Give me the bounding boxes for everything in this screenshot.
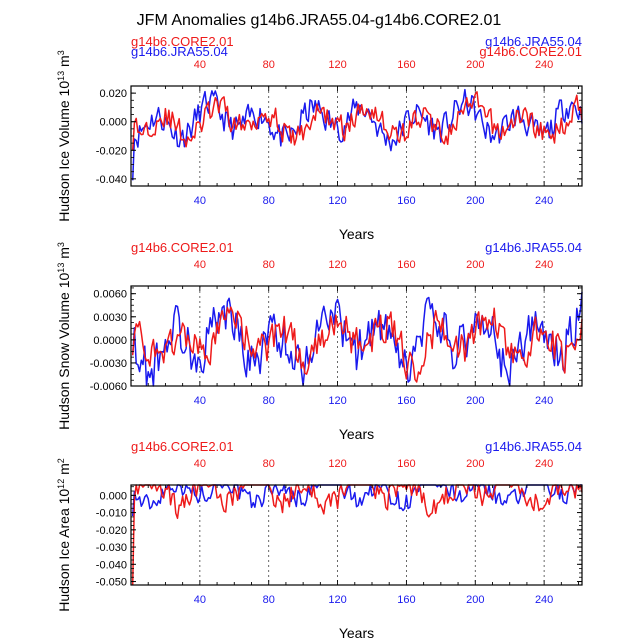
- x-tick-label-top: 120: [328, 458, 346, 470]
- x-tick-label-top: 240: [535, 458, 553, 470]
- y-tick-label: -0.040: [96, 174, 127, 186]
- x-tick-label-top: 80: [263, 259, 275, 271]
- legend-jra: g14b6.JRA55.04: [485, 240, 582, 255]
- y-axis-title-part: 3: [56, 242, 66, 247]
- y-tick-label: 0.0000: [93, 335, 127, 347]
- y-axis-title-part: 10: [56, 272, 72, 288]
- legend-jra: g14b6.JRA55.04: [485, 439, 582, 454]
- y-tick-label: 0.000: [99, 490, 127, 502]
- x-tick-label-bottom: 200: [466, 195, 484, 207]
- legend-core: g14b6.CORE2.01: [131, 439, 234, 454]
- x-tick-label-top: 160: [397, 458, 415, 470]
- legend-core: g14b6.CORE2.01: [131, 240, 234, 255]
- x-tick-label-bottom: 80: [263, 195, 275, 207]
- y-axis-title: Hudson Ice Area 1012 m2: [56, 458, 72, 612]
- x-tick-label-top: 240: [535, 259, 553, 271]
- y-axis-title-part: 12: [56, 479, 66, 489]
- plot-frame: [130, 85, 583, 187]
- y-tick-label: 0.020: [99, 88, 127, 100]
- x-tick-label-top: 80: [263, 458, 275, 470]
- y-axis-title-part: m: [56, 247, 72, 263]
- x-tick-label-top: 200: [466, 259, 484, 271]
- x-axis-title: Years: [339, 226, 374, 242]
- legend-core: g14b6.CORE2.01: [131, 34, 234, 49]
- x-tick-label-top: 40: [194, 259, 206, 271]
- x-tick-label-bottom: 40: [194, 195, 206, 207]
- x-tick-label-top: 120: [328, 59, 346, 71]
- x-tick-label-top: 240: [535, 59, 553, 71]
- series-line: [131, 291, 583, 387]
- plot-frame: [130, 285, 583, 387]
- y-axis-title-part: m: [56, 463, 72, 479]
- y-axis-title: Hudson Ice Volume 1013 m3: [56, 50, 72, 221]
- y-tick-label: -0.050: [96, 577, 127, 589]
- y-tick-label: -0.020: [96, 525, 127, 537]
- y-axis-title-part: 13: [56, 71, 66, 81]
- plot-frame: [130, 484, 583, 586]
- y-axis-title-part: Hudson Ice Volume: [56, 96, 72, 221]
- legend-jra: g14b6.JRA55.04: [485, 34, 582, 49]
- x-tick-label-top: 200: [466, 59, 484, 71]
- x-tick-label-bottom: 120: [328, 395, 346, 407]
- x-tick-label-bottom: 40: [194, 594, 206, 606]
- x-tick-label-bottom: 160: [397, 594, 415, 606]
- legend-core-overlap: g14b6.CORE2.01: [479, 44, 582, 59]
- x-tick-label-top: 160: [397, 59, 415, 71]
- x-tick-label-top: 40: [194, 458, 206, 470]
- y-tick-label: -0.0060: [90, 381, 127, 393]
- legend-jra-overlap: g14b6.JRA55.04: [131, 44, 228, 59]
- x-axis-title: Years: [339, 426, 374, 442]
- series-line: [131, 91, 583, 151]
- x-tick-label-top: 160: [397, 259, 415, 271]
- y-axis-title-part: Hudson Snow Volume: [56, 288, 72, 430]
- x-tick-label-bottom: 40: [194, 395, 206, 407]
- y-tick-label: 0.0030: [93, 312, 127, 324]
- x-tick-label-bottom: 160: [397, 195, 415, 207]
- y-axis-title-part: m: [56, 55, 72, 71]
- series-line: [131, 484, 582, 517]
- y-axis-title-part: 10: [56, 489, 72, 505]
- y-axis-title-part: 3: [56, 50, 66, 55]
- x-axis-title: Years: [339, 625, 374, 638]
- x-tick-label-top: 120: [328, 259, 346, 271]
- series-line: [131, 306, 583, 383]
- x-tick-label-bottom: 120: [328, 195, 346, 207]
- y-tick-label: -0.0030: [90, 358, 127, 370]
- x-tick-label-bottom: 240: [535, 594, 553, 606]
- y-tick-label: -0.010: [96, 508, 127, 520]
- x-tick-label-top: 200: [466, 458, 484, 470]
- y-tick-label: -0.030: [96, 542, 127, 554]
- y-axis-title-part: Hudson Ice Area: [56, 504, 72, 611]
- y-tick-label: -0.040: [96, 559, 127, 571]
- y-axis-title-part: 10: [56, 81, 72, 97]
- x-tick-label-bottom: 200: [466, 594, 484, 606]
- y-axis-title: Hudson Snow Volume 1013 m3: [56, 242, 72, 430]
- x-tick-label-top: 80: [263, 59, 275, 71]
- y-tick-label: 0.000: [99, 117, 127, 129]
- chart-title: JFM Anomalies g14b6.JRA55.04-g14b6.CORE2…: [137, 12, 502, 29]
- x-tick-label-bottom: 240: [535, 395, 553, 407]
- x-tick-label-bottom: 160: [397, 395, 415, 407]
- x-tick-label-bottom: 200: [466, 395, 484, 407]
- x-tick-label-bottom: 80: [263, 395, 275, 407]
- x-tick-label-top: 40: [194, 59, 206, 71]
- y-axis-title-part: 13: [56, 263, 66, 273]
- y-axis-title-part: 2: [56, 458, 66, 463]
- x-tick-label-bottom: 240: [535, 195, 553, 207]
- x-tick-label-bottom: 80: [263, 594, 275, 606]
- y-tick-label: -0.020: [96, 145, 127, 157]
- y-tick-label: 0.0060: [93, 289, 127, 301]
- x-tick-label-bottom: 120: [328, 594, 346, 606]
